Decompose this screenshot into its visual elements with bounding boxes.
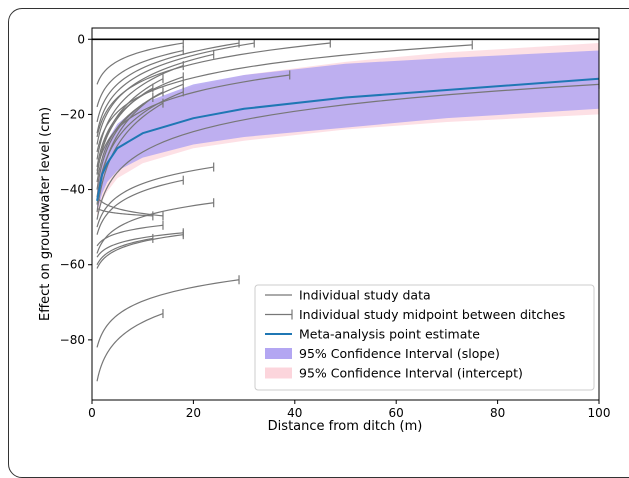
study-line-18 [96, 83, 600, 220]
study-line-8 [96, 65, 184, 160]
study-line-2 [96, 49, 184, 108]
x-tick-label: 0 [88, 406, 96, 420]
study-line-21 [96, 196, 164, 217]
study-line-4 [96, 42, 255, 134]
legend-box [254, 284, 595, 391]
study-line-22 [96, 207, 153, 217]
study-line-28 [96, 279, 240, 348]
x-tick-label: 20 [186, 406, 201, 420]
legend-swatch-4 [265, 348, 292, 359]
study-line-7 [96, 53, 214, 145]
ci-slope-band [97, 50, 599, 213]
y-tick-label: −20 [60, 107, 85, 121]
study-line-27 [96, 237, 153, 265]
meta-line-group [96, 77, 600, 202]
study-line-14 [96, 91, 164, 190]
x-axis-label: Distance from ditch (m) [268, 419, 423, 434]
plot-frame [91, 27, 600, 401]
y-axis-label: Effect on groundwater level (cm) [38, 107, 53, 321]
study-line-13 [96, 87, 154, 175]
legend-label-4: 95% Confidence Interval (slope) [299, 346, 500, 361]
chart: 0 20 40 60 80 100 0 −20 −40 −60 −80 Distance from… [38, 27, 610, 434]
y-tick-label: −80 [60, 333, 85, 347]
legend-label-3: Meta-analysis point estimate [299, 327, 480, 342]
legend-label-5: 95% Confidence Interval (intercept) [299, 366, 523, 381]
legend-label-2: Individual study midpoint between ditche… [299, 307, 565, 322]
study-line-6 [96, 44, 473, 153]
study-line-29 [96, 313, 164, 382]
study-line-1 [96, 42, 184, 85]
study-line-19 [96, 166, 214, 228]
x-axis: 0 20 40 60 80 100 [88, 400, 610, 420]
legend: Individual study data Individual study mi… [254, 284, 595, 391]
study-line-24 [96, 202, 214, 254]
x-tick-label: 60 [389, 406, 404, 420]
study-line-26 [96, 234, 184, 269]
study-line-23 [96, 224, 164, 247]
y-tick-label: 0 [77, 32, 85, 46]
x-tick-label: 40 [287, 406, 302, 420]
study-line-25 [96, 232, 184, 258]
x-tick-label: 100 [588, 406, 611, 420]
meta-estimate-line [96, 77, 600, 202]
x-tick-label: 80 [490, 406, 505, 420]
legend-swatch-5 [265, 367, 292, 379]
y-tick-label: −60 [60, 258, 85, 272]
study-line-3 [96, 42, 240, 123]
y-axis: 0 −20 −40 −60 −80 [60, 32, 92, 347]
legend-label-1: Individual study data [299, 288, 431, 303]
y-tick-label: −40 [60, 183, 85, 197]
